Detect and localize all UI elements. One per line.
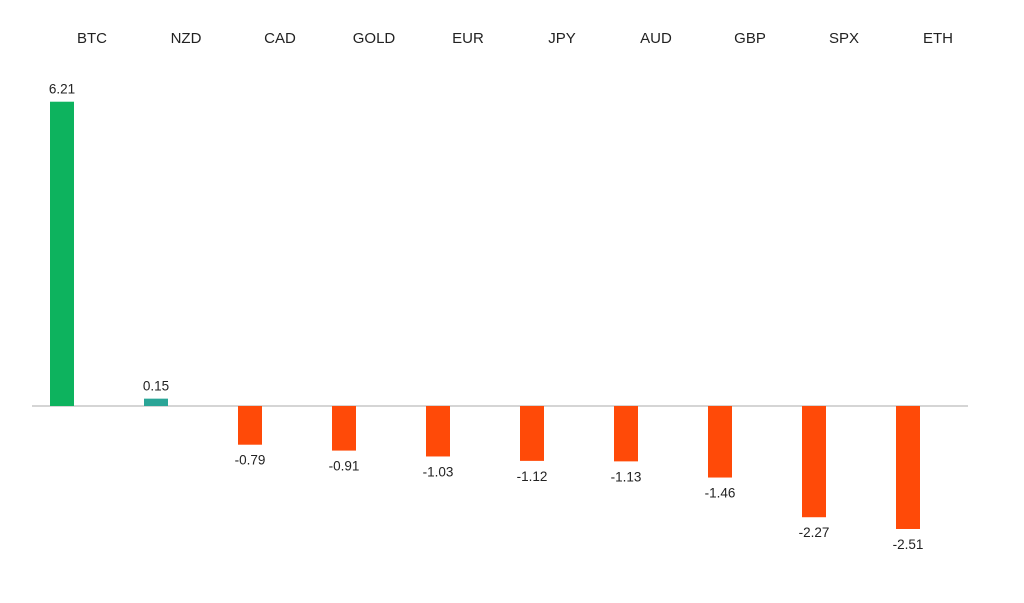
category-label-eth: ETH [923, 30, 953, 47]
category-label-cad: CAD [264, 30, 296, 47]
category-label-aud: AUD [640, 30, 672, 47]
bar-aud [614, 406, 638, 462]
value-label-gold: -0.91 [329, 459, 360, 474]
category-label-gold: GOLD [353, 30, 396, 47]
value-label-eur: -1.03 [423, 464, 454, 479]
bar-eur [426, 406, 450, 457]
bar-nzd [144, 398, 168, 406]
value-label-spx: -2.27 [799, 525, 830, 540]
category-labels: BTC NZD CAD GOLD EUR JPY AUD GBP SPX ETH [77, 30, 953, 47]
bar-spx [802, 406, 826, 518]
category-label-nzd: NZD [171, 30, 202, 47]
bar-jpy [520, 406, 544, 461]
value-labels: 6.21 0.15 -0.79 -0.91 -1.03 -1.12 -1.13 -1.46 -2… [49, 82, 924, 552]
value-label-cad: -0.79 [235, 453, 266, 468]
bar-cad [238, 406, 262, 445]
category-label-spx: SPX [829, 30, 859, 47]
category-label-eur: EUR [452, 30, 484, 47]
value-label-jpy: -1.12 [517, 469, 548, 484]
category-label-jpy: JPY [548, 30, 576, 47]
category-label-btc: BTC [77, 30, 107, 47]
value-label-aud: -1.13 [611, 469, 642, 484]
bars-group [50, 101, 920, 529]
value-label-gbp: -1.46 [705, 486, 736, 501]
value-label-eth: -2.51 [893, 537, 924, 552]
value-label-nzd: 0.15 [143, 379, 169, 394]
bar-eth [896, 406, 920, 529]
bar-gold [332, 406, 356, 451]
bar-btc [50, 101, 74, 407]
value-label-btc: 6.21 [49, 82, 75, 97]
bar-gbp [708, 406, 732, 478]
category-label-gbp: GBP [734, 30, 766, 47]
